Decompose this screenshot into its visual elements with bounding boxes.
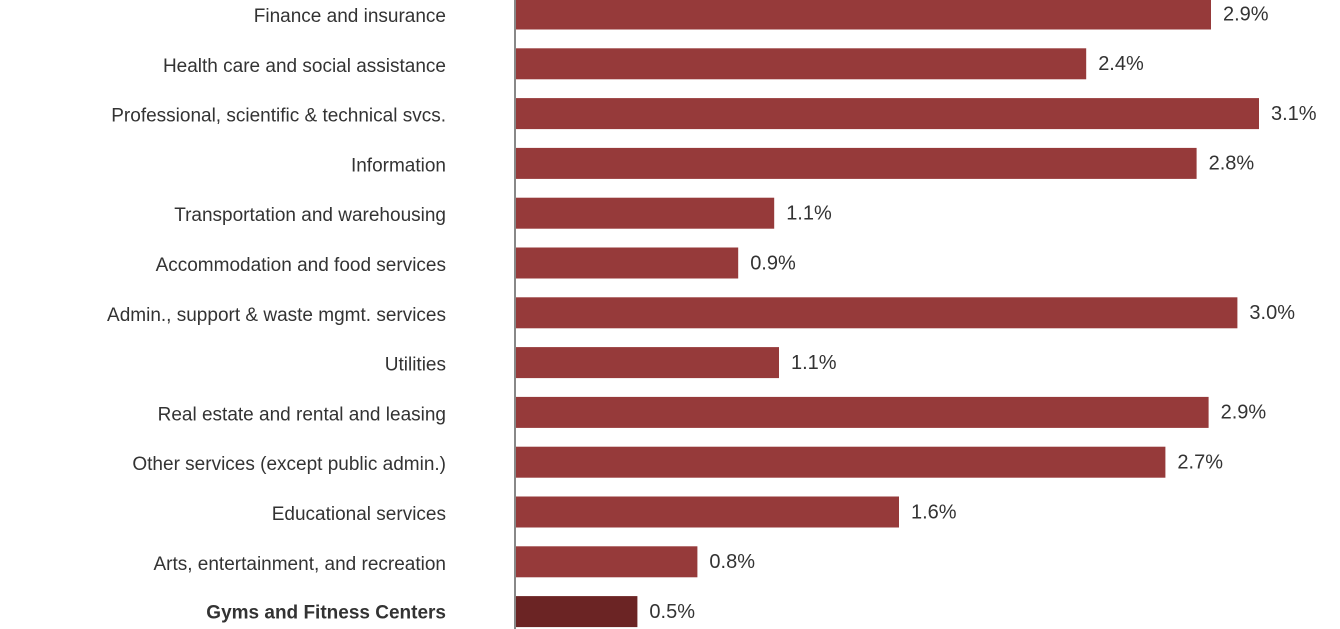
category-label: Other services (except public admin.) bbox=[132, 454, 446, 475]
category-label: Arts, entertainment, and recreation bbox=[153, 554, 446, 575]
category-label: Gyms and Fitness Centers bbox=[206, 603, 446, 624]
category-label: Utilities bbox=[385, 355, 446, 376]
bar bbox=[515, 48, 1087, 80]
bar bbox=[515, 396, 1209, 428]
bar bbox=[515, 546, 698, 578]
category-label: Information bbox=[351, 155, 446, 176]
value-label: 2.9% bbox=[1221, 402, 1267, 424]
value-label: 2.9% bbox=[1223, 3, 1269, 25]
value-label: 3.0% bbox=[1249, 302, 1295, 324]
value-label: 2.4% bbox=[1098, 53, 1144, 75]
bar bbox=[515, 147, 1197, 179]
value-label: 0.9% bbox=[750, 252, 796, 274]
category-label: Real estate and rental and leasing bbox=[158, 404, 446, 425]
bar bbox=[515, 446, 1166, 478]
bar bbox=[515, 496, 899, 528]
category-label: Finance and insurance bbox=[254, 6, 446, 27]
category-label: Accommodation and food services bbox=[156, 255, 446, 276]
bar bbox=[515, 297, 1238, 329]
bar bbox=[515, 0, 1211, 30]
value-label: 2.8% bbox=[1209, 153, 1255, 175]
bar bbox=[515, 347, 779, 379]
value-label: 2.7% bbox=[1177, 451, 1223, 473]
value-label: 3.1% bbox=[1271, 103, 1317, 125]
bar bbox=[515, 247, 739, 279]
value-label: 1.6% bbox=[911, 501, 957, 523]
category-label: Transportation and warehousing bbox=[174, 205, 446, 226]
value-label: 1.1% bbox=[791, 352, 837, 374]
bar bbox=[515, 197, 775, 229]
category-label: Professional, scientific & technical svc… bbox=[111, 106, 446, 127]
category-label: Health care and social assistance bbox=[163, 56, 446, 77]
bar bbox=[515, 98, 1259, 130]
value-label: 0.8% bbox=[709, 551, 755, 573]
bar bbox=[515, 596, 638, 628]
value-label: 1.1% bbox=[786, 202, 832, 224]
category-label: Educational services bbox=[272, 504, 446, 525]
category-label: Admin., support & waste mgmt. services bbox=[107, 305, 446, 326]
value-label: 0.5% bbox=[649, 601, 695, 623]
